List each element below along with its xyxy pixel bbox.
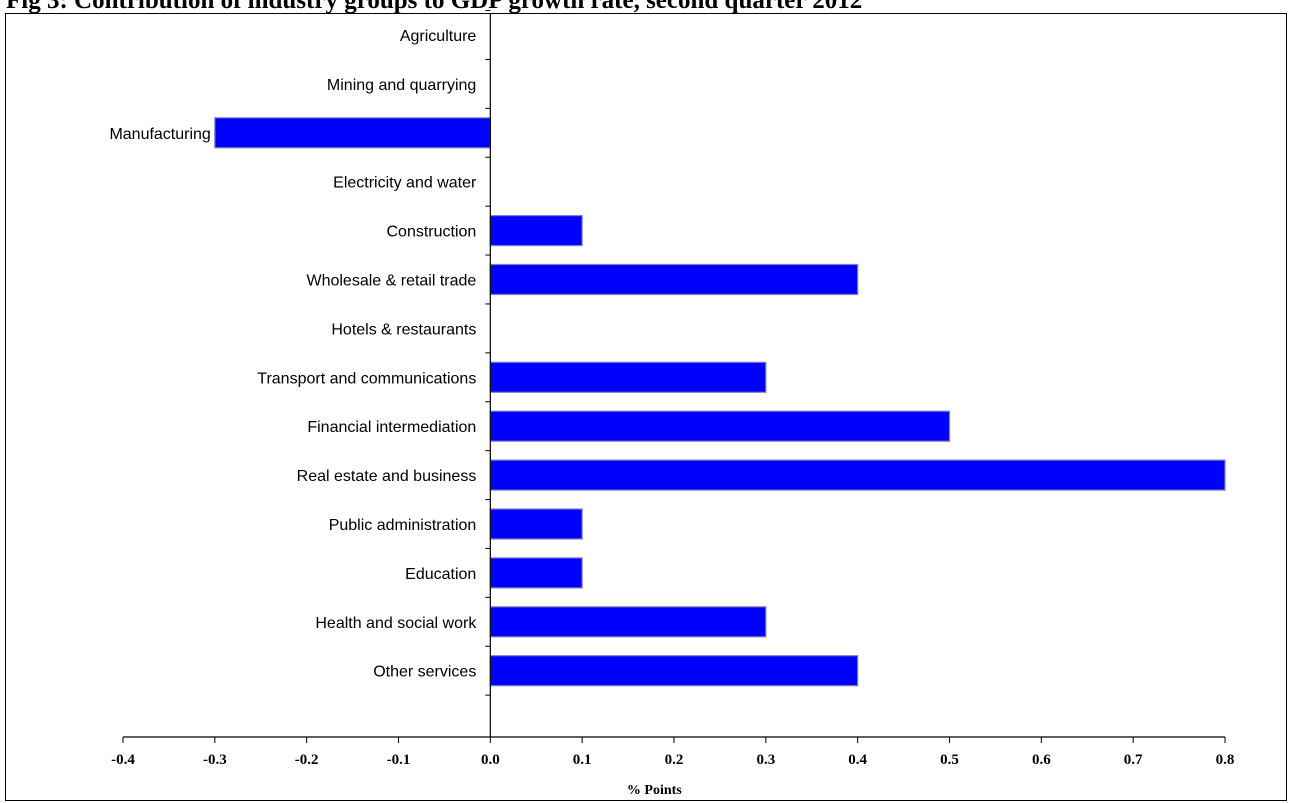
x-tick-label: 0.7 bbox=[1124, 752, 1143, 768]
bars-group bbox=[214, 117, 1226, 687]
bar-12 bbox=[489, 606, 767, 638]
category-label: Financial intermediation bbox=[307, 419, 476, 436]
x-tick-label: 0.2 bbox=[665, 752, 684, 768]
bar-2 bbox=[214, 117, 491, 149]
category-label: Manufacturing bbox=[109, 126, 210, 143]
bar-10 bbox=[489, 508, 583, 540]
category-label: Wholesale & retail trade bbox=[306, 273, 476, 290]
x-tick-label: -0.3 bbox=[203, 752, 227, 768]
x-tick-label: -0.1 bbox=[387, 752, 411, 768]
x-axis-title: % Points bbox=[627, 783, 682, 798]
x-tick-labels: -0.4 -0.3 -0.2 -0.1 0.0 0.1 0.2 0.3 0.4 0.5 0.6 0.7… bbox=[111, 752, 1234, 768]
bar-11 bbox=[489, 557, 583, 589]
category-label: Hotels & restaurants bbox=[331, 321, 476, 338]
category-label: Construction bbox=[387, 224, 477, 241]
x-tick-label: -0.4 bbox=[111, 752, 135, 768]
x-tick-label: 0.3 bbox=[756, 752, 775, 768]
category-label: Electricity and water bbox=[333, 175, 477, 192]
x-tick-label: 0.1 bbox=[573, 752, 592, 768]
x-tick-label: 0.0 bbox=[481, 752, 500, 768]
category-label: Real estate and business bbox=[297, 468, 477, 485]
chart-title: Fig 3: Contribution of industry groups t… bbox=[6, 0, 863, 14]
bar-5 bbox=[489, 263, 859, 296]
bar-4 bbox=[489, 215, 583, 247]
category-label: Health and social work bbox=[315, 615, 477, 632]
category-label: Agriculture bbox=[400, 28, 477, 45]
category-label: Public administration bbox=[329, 517, 477, 534]
x-tick-label: 0.6 bbox=[1032, 752, 1051, 768]
category-labels: Agriculture Mining and quarrying Manufactu… bbox=[109, 28, 477, 681]
x-tick-label: 0.8 bbox=[1216, 752, 1235, 768]
category-label: Transport and communications bbox=[257, 370, 476, 387]
bar-9 bbox=[489, 459, 1226, 491]
x-tick-label: 0.5 bbox=[940, 752, 959, 768]
bar-7 bbox=[489, 361, 767, 393]
x-tick-label: -0.2 bbox=[295, 752, 319, 768]
category-label: Education bbox=[405, 566, 476, 583]
x-tick-label: 0.4 bbox=[848, 752, 867, 768]
bar-8 bbox=[489, 410, 951, 442]
axes-group bbox=[122, 10, 1226, 743]
bar-13 bbox=[489, 655, 859, 687]
category-label: Mining and quarrying bbox=[327, 77, 476, 94]
category-label: Other services bbox=[373, 664, 476, 681]
